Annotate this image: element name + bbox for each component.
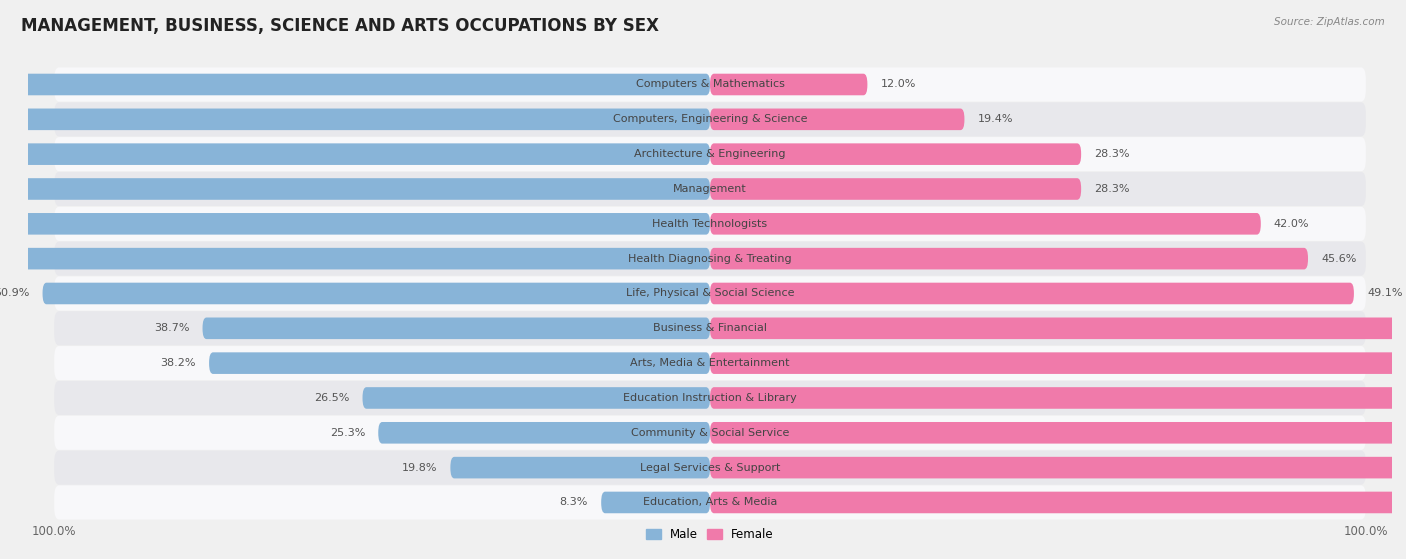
FancyBboxPatch shape	[710, 492, 1406, 513]
FancyBboxPatch shape	[710, 213, 1261, 235]
FancyBboxPatch shape	[710, 248, 1308, 269]
FancyBboxPatch shape	[0, 74, 710, 95]
Text: Source: ZipAtlas.com: Source: ZipAtlas.com	[1274, 17, 1385, 27]
Legend: Male, Female: Male, Female	[641, 523, 779, 546]
Text: MANAGEMENT, BUSINESS, SCIENCE AND ARTS OCCUPATIONS BY SEX: MANAGEMENT, BUSINESS, SCIENCE AND ARTS O…	[21, 17, 659, 35]
Text: Community & Social Service: Community & Social Service	[631, 428, 789, 438]
FancyBboxPatch shape	[55, 172, 1365, 206]
FancyBboxPatch shape	[55, 102, 1365, 136]
FancyBboxPatch shape	[202, 318, 710, 339]
FancyBboxPatch shape	[0, 143, 710, 165]
FancyBboxPatch shape	[710, 422, 1406, 444]
FancyBboxPatch shape	[710, 143, 1081, 165]
FancyBboxPatch shape	[209, 352, 710, 374]
FancyBboxPatch shape	[55, 311, 1365, 345]
Text: 28.3%: 28.3%	[1094, 149, 1130, 159]
Text: 38.2%: 38.2%	[160, 358, 195, 368]
Text: 25.3%: 25.3%	[330, 428, 366, 438]
FancyBboxPatch shape	[378, 422, 710, 444]
Text: Computers, Engineering & Science: Computers, Engineering & Science	[613, 115, 807, 124]
Text: Architecture & Engineering: Architecture & Engineering	[634, 149, 786, 159]
FancyBboxPatch shape	[55, 485, 1365, 519]
FancyBboxPatch shape	[710, 178, 1081, 200]
Text: Management: Management	[673, 184, 747, 194]
Text: Legal Services & Support: Legal Services & Support	[640, 463, 780, 472]
Text: 26.5%: 26.5%	[314, 393, 350, 403]
Text: Education, Arts & Media: Education, Arts & Media	[643, 498, 778, 508]
FancyBboxPatch shape	[55, 346, 1365, 380]
FancyBboxPatch shape	[710, 352, 1406, 374]
FancyBboxPatch shape	[55, 241, 1365, 276]
Text: Education Instruction & Library: Education Instruction & Library	[623, 393, 797, 403]
Text: 28.3%: 28.3%	[1094, 184, 1130, 194]
FancyBboxPatch shape	[55, 137, 1365, 171]
FancyBboxPatch shape	[450, 457, 710, 479]
Text: 12.0%: 12.0%	[880, 79, 915, 89]
Text: 38.7%: 38.7%	[153, 323, 190, 333]
Text: 49.1%: 49.1%	[1367, 288, 1403, 299]
Text: Health Diagnosing & Treating: Health Diagnosing & Treating	[628, 254, 792, 264]
FancyBboxPatch shape	[710, 387, 1406, 409]
FancyBboxPatch shape	[363, 387, 710, 409]
FancyBboxPatch shape	[0, 248, 710, 269]
Text: Life, Physical & Social Science: Life, Physical & Social Science	[626, 288, 794, 299]
Text: Arts, Media & Entertainment: Arts, Media & Entertainment	[630, 358, 790, 368]
Text: 42.0%: 42.0%	[1274, 219, 1309, 229]
FancyBboxPatch shape	[55, 416, 1365, 450]
FancyBboxPatch shape	[710, 74, 868, 95]
FancyBboxPatch shape	[55, 276, 1365, 311]
FancyBboxPatch shape	[0, 108, 710, 130]
Text: Business & Financial: Business & Financial	[652, 323, 768, 333]
FancyBboxPatch shape	[55, 451, 1365, 485]
FancyBboxPatch shape	[710, 457, 1406, 479]
Text: 8.3%: 8.3%	[560, 498, 588, 508]
FancyBboxPatch shape	[42, 283, 710, 304]
FancyBboxPatch shape	[710, 283, 1354, 304]
Text: 19.4%: 19.4%	[977, 115, 1014, 124]
FancyBboxPatch shape	[602, 492, 710, 513]
Text: 45.6%: 45.6%	[1322, 254, 1357, 264]
FancyBboxPatch shape	[55, 68, 1365, 102]
Text: Computers & Mathematics: Computers & Mathematics	[636, 79, 785, 89]
FancyBboxPatch shape	[0, 178, 710, 200]
Text: Health Technologists: Health Technologists	[652, 219, 768, 229]
FancyBboxPatch shape	[0, 213, 710, 235]
FancyBboxPatch shape	[710, 108, 965, 130]
FancyBboxPatch shape	[55, 381, 1365, 415]
FancyBboxPatch shape	[710, 318, 1406, 339]
Text: 19.8%: 19.8%	[402, 463, 437, 472]
FancyBboxPatch shape	[55, 207, 1365, 241]
Text: 50.9%: 50.9%	[0, 288, 30, 299]
